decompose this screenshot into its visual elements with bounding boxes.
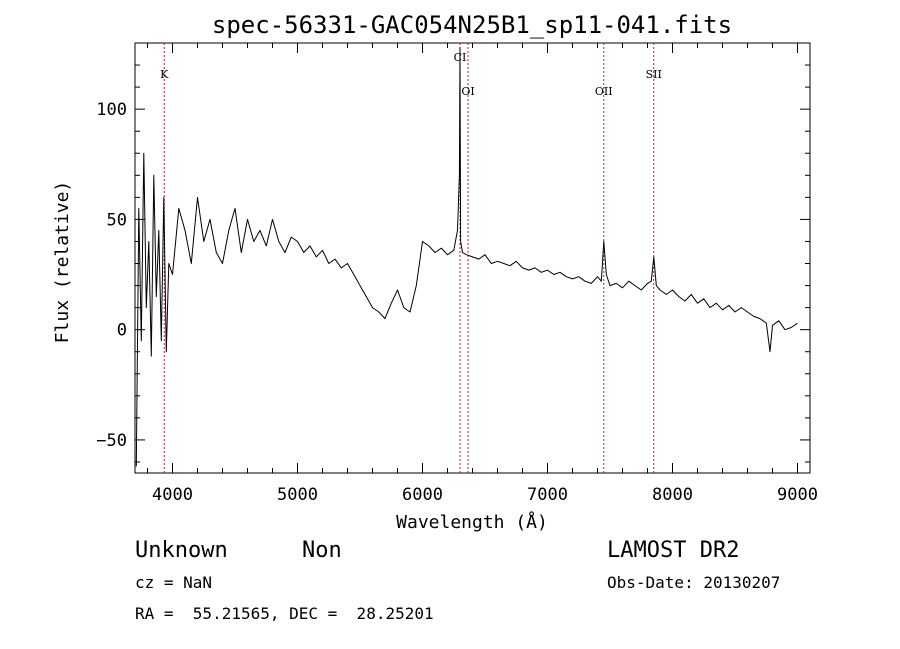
y-axis-label: Flux (relative) [52,181,73,344]
plot-frame [134,42,811,474]
spectrum-line [135,46,798,467]
object-subclass: Non [302,538,342,563]
spectrum-series [135,46,798,467]
x-tick-label: 4000 [152,485,193,505]
line-marker-label: K [160,68,169,81]
y-tick-label: 100 [96,100,127,120]
x-tick-label: 5000 [277,485,318,505]
survey-name: LAMOST DR2 [607,538,740,563]
x-tick-label: 7000 [527,485,568,505]
y-tick-label: −50 [96,431,127,451]
x-tick-label: 9000 [777,485,818,505]
y-tick-label: 0 [117,321,127,341]
line-marker-label: OI [461,85,474,98]
chart-title: spec-56331-GAC054N25B1_sp11-041.fits [212,11,732,39]
y-tick-label: 50 [107,210,127,230]
x-axis-ticks: 4000 5000 6000 7000 8000 9000 [147,43,818,505]
redshift-value: cz = NaN [135,573,213,592]
y-axis-ticks: −50 0 50 100 [96,64,810,463]
coordinates: RA = 55.21565, DEC = 28.25201 [135,604,434,623]
x-axis-label: Wavelength (Å) [396,511,548,533]
x-tick-label: 8000 [652,485,693,505]
line-marker-label: OII [595,85,613,98]
line-marker-label: SII [646,68,662,81]
object-class: Unknown [135,538,228,563]
x-tick-label: 6000 [402,485,443,505]
obs-date: Obs-Date: 20130207 [607,573,781,592]
